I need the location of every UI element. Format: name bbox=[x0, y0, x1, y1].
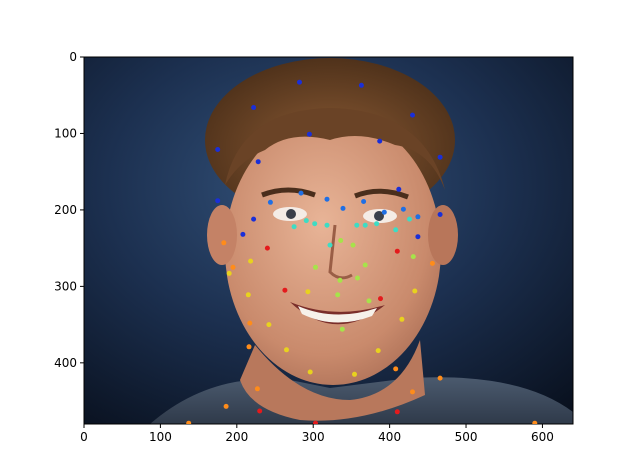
keypoint-65 bbox=[254, 386, 260, 392]
nose bbox=[328, 224, 353, 280]
y-tick-label: 300 bbox=[54, 279, 77, 293]
keypoint-67 bbox=[223, 403, 229, 409]
keypoint-48 bbox=[305, 289, 311, 295]
keypoint-45 bbox=[337, 277, 343, 283]
keypoint-13 bbox=[298, 190, 304, 196]
keypoint-70 bbox=[186, 420, 192, 424]
keypoint-56 bbox=[266, 322, 272, 328]
keypoint-44 bbox=[226, 270, 232, 276]
x-tick-label: 300 bbox=[302, 430, 325, 444]
keypoint-2 bbox=[251, 105, 257, 110]
keypoint-14 bbox=[324, 196, 330, 202]
keypoint-53 bbox=[366, 298, 372, 304]
keypoint-59 bbox=[284, 347, 289, 353]
axes-frame bbox=[83, 56, 574, 425]
keypoint-55 bbox=[247, 320, 253, 326]
keypoint-30 bbox=[240, 231, 246, 237]
keypoint-69 bbox=[394, 409, 400, 415]
keypoint-50 bbox=[245, 292, 251, 298]
x-tick-label: 100 bbox=[149, 430, 172, 444]
y-tick-label: 200 bbox=[54, 203, 77, 217]
keypoint-32 bbox=[338, 238, 344, 243]
keypoint-34 bbox=[350, 242, 356, 248]
keypoint-68 bbox=[257, 408, 263, 414]
background-photo bbox=[84, 57, 573, 424]
keypoint-5 bbox=[377, 138, 383, 144]
keypoint-0 bbox=[297, 79, 302, 85]
y-tick-label: 0 bbox=[69, 50, 77, 64]
keypoint-46 bbox=[355, 275, 360, 281]
keypoint-37 bbox=[394, 248, 400, 254]
keypoint-61 bbox=[307, 369, 313, 375]
keypoint-62 bbox=[352, 371, 357, 377]
keypoint-66 bbox=[410, 389, 415, 395]
keypoint-41 bbox=[429, 260, 435, 266]
keypoint-20 bbox=[407, 216, 412, 222]
keypoint-22 bbox=[303, 218, 309, 224]
keypoint-21 bbox=[251, 216, 257, 222]
x-tick-label: 0 bbox=[80, 430, 88, 444]
x-tick-label: 400 bbox=[378, 430, 401, 444]
keypoint-17 bbox=[381, 209, 387, 215]
y-axis: 0 100 200 300 400 bbox=[54, 50, 84, 370]
keypoint-7 bbox=[255, 159, 261, 165]
keypoint-16 bbox=[361, 199, 367, 204]
left-ear bbox=[207, 205, 237, 265]
keypoint-26 bbox=[354, 222, 360, 228]
keypoint-60 bbox=[375, 348, 381, 354]
keypoint-4 bbox=[306, 131, 312, 137]
keypoint-3 bbox=[410, 112, 415, 118]
keypoint-12 bbox=[437, 212, 443, 217]
keypoint-36 bbox=[264, 245, 270, 251]
keypoint-72 bbox=[532, 420, 538, 424]
keypoint-1 bbox=[358, 82, 364, 88]
keypoint-47 bbox=[282, 287, 288, 293]
keypoint-24 bbox=[291, 224, 297, 230]
keypoint-52 bbox=[378, 296, 383, 302]
keypoint-10 bbox=[215, 198, 221, 204]
teeth bbox=[298, 306, 377, 323]
keypoint-19 bbox=[415, 214, 421, 220]
x-tick-label: 500 bbox=[455, 430, 478, 444]
keypoint-38 bbox=[410, 254, 416, 260]
keypoint-58 bbox=[246, 344, 252, 350]
y-tick-label: 400 bbox=[54, 356, 77, 370]
keypoint-27 bbox=[362, 222, 368, 228]
keypoint-29 bbox=[393, 227, 399, 233]
x-tick-label: 200 bbox=[225, 430, 248, 444]
right-eyebrow bbox=[354, 188, 409, 200]
keypoint-23 bbox=[312, 221, 318, 227]
hair-fringe bbox=[225, 108, 445, 190]
keypoint-8 bbox=[437, 154, 443, 160]
keypoint-64 bbox=[437, 375, 443, 381]
keypoint-71 bbox=[313, 420, 318, 424]
x-tick-label: 600 bbox=[531, 430, 554, 444]
keypoint-57 bbox=[339, 326, 345, 332]
keypoint-28 bbox=[374, 221, 380, 227]
keypoint-11 bbox=[267, 199, 273, 205]
left-eyebrow bbox=[261, 187, 316, 198]
keypoint-63 bbox=[393, 366, 399, 372]
keypoint-42 bbox=[313, 264, 318, 270]
right-ear bbox=[428, 205, 458, 265]
neck bbox=[240, 340, 425, 421]
keypoints bbox=[186, 79, 538, 424]
keypoint-49 bbox=[335, 292, 341, 298]
keypoint-15 bbox=[340, 205, 346, 211]
keypoint-9 bbox=[396, 186, 402, 192]
y-tick-label: 100 bbox=[54, 126, 77, 140]
keypoint-43 bbox=[362, 262, 368, 268]
keypoint-51 bbox=[412, 288, 418, 294]
keypoint-40 bbox=[230, 264, 236, 270]
keypoint-25 bbox=[324, 222, 330, 228]
keypoint-6 bbox=[215, 147, 221, 152]
keypoint-31 bbox=[415, 234, 421, 240]
keypoint-35 bbox=[221, 240, 227, 246]
keypoint-33 bbox=[327, 242, 333, 248]
x-axis: 0 100 200 300 400 500 600 bbox=[80, 424, 554, 444]
keypoint-39 bbox=[248, 258, 254, 264]
keypoint-54 bbox=[399, 316, 405, 322]
keypoint-18 bbox=[400, 206, 406, 212]
